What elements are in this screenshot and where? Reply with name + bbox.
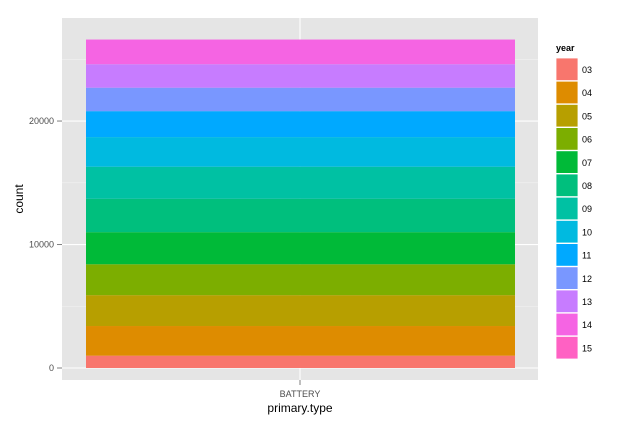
- legend-label-13: 13: [582, 297, 592, 307]
- bar-segment-06: [86, 264, 515, 296]
- legend-key-06: [555, 127, 579, 151]
- bar-segment-03: [86, 355, 515, 368]
- legend-label-03: 03: [582, 65, 592, 75]
- y-axis-title: count: [12, 184, 26, 214]
- x-tick-label: BATTERY: [280, 389, 321, 399]
- legend-label-12: 12: [582, 274, 592, 284]
- legend-label-09: 09: [582, 204, 592, 214]
- legend: year 03 04 05 06 07 08 09 10 11 12 13 14 15: [555, 43, 592, 360]
- legend-key-05: [555, 104, 579, 128]
- legend-label-06: 06: [582, 135, 592, 145]
- legend-label-15: 15: [582, 343, 592, 353]
- bar-segment-12: [86, 87, 515, 112]
- y-axis-ticks: 0 10000 20000: [29, 116, 62, 373]
- legend-key-15: [555, 335, 579, 360]
- bar-segment-04: [86, 326, 515, 356]
- bar-segment-09: [86, 166, 515, 199]
- legend-key-10: [555, 219, 579, 244]
- legend-key-04: [555, 80, 579, 105]
- y-tick-label: 20000: [29, 116, 54, 126]
- legend-key-03: [555, 57, 579, 82]
- x-axis-ticks: BATTERY: [280, 380, 321, 399]
- legend-label-14: 14: [582, 320, 592, 330]
- bar-segment-08: [86, 198, 515, 233]
- legend-key-08: [555, 173, 579, 198]
- legend-key-13: [555, 289, 579, 314]
- y-tick-label: 10000: [29, 240, 54, 250]
- legend-key-14: [555, 312, 579, 337]
- legend-key-11: [555, 243, 579, 267]
- y-tick-label: 0: [49, 363, 54, 373]
- legend-key-07: [555, 150, 579, 174]
- legend-label-08: 08: [582, 181, 592, 191]
- bar-segment-11: [86, 111, 515, 138]
- legend-key-09: [555, 196, 579, 221]
- bar-segment-05: [86, 295, 515, 327]
- bars: [86, 39, 515, 368]
- legend-label-04: 04: [582, 88, 592, 98]
- bar-segment-07: [86, 232, 515, 265]
- bar-segment-13: [86, 64, 515, 88]
- legend-label-07: 07: [582, 158, 592, 168]
- bar-segment-14: [86, 39, 515, 65]
- legend-label-05: 05: [582, 111, 592, 121]
- legend-label-10: 10: [582, 227, 592, 237]
- legend-label-11: 11: [582, 251, 591, 261]
- legend-key-12: [555, 266, 579, 290]
- x-axis-title: primary.type: [267, 401, 332, 415]
- legend-title: year: [556, 43, 575, 53]
- bar-segment-10: [86, 137, 515, 167]
